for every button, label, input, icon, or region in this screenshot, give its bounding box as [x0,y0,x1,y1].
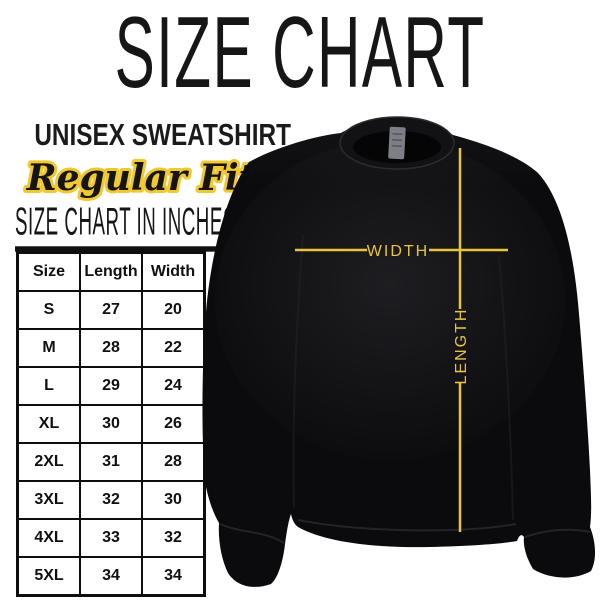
right-sleeve-seam [498,254,514,521]
table-cell: 22 [141,328,206,368]
size-table-body: S 27 20 M 28 22 L 29 24 XL 30 26 2XL 31 28 3XL 32 30 4XL 33… [16,290,206,597]
table-cell: 26 [141,404,206,444]
shoulder-highlight [249,122,538,230]
table-cell: M [16,328,81,368]
table-cell: 27 [79,290,143,330]
fit-style-label: Regular Fit [23,154,259,202]
table-header-cell: Width [141,251,206,292]
table-cell: 28 [79,328,143,368]
left-cuff-seam [219,523,285,544]
table-row: M 28 22 [16,328,206,368]
table-header-cell: Length [79,251,143,292]
table-row: 2XL 31 28 [16,442,206,482]
width-label: WIDTH [367,243,429,260]
page-title: SIZE CHART [114,0,486,110]
right-cuff-seam [524,528,591,538]
table-row: 5XL 34 34 [16,556,206,597]
table-cell: 20 [141,290,206,330]
table-header-row: Size Length Width [16,251,206,292]
table-cell: 29 [79,366,143,406]
table-cell: 3XL [16,480,81,520]
table-cell: 28 [141,442,206,482]
neck-tag [388,126,406,160]
table-cell: 32 [141,518,206,558]
size-table-head: Size Length Width [16,251,206,292]
table-cell: 32 [79,480,143,520]
table-row: 4XL 33 32 [16,518,206,558]
table-cell: 33 [79,518,143,558]
table-cell: S [16,290,81,330]
waistband-seam [297,519,517,532]
table-cell: 31 [79,442,143,482]
table-cell: XL [16,404,81,444]
table-cell: 5XL [16,556,81,597]
length-label: LENGTH [453,308,470,385]
fit-style-text: Regular Fit [26,157,256,199]
table-row: XL 30 26 [16,404,206,444]
table-cell: 34 [79,556,143,597]
table-cell: 4XL [16,518,81,558]
table-row: S 27 20 [16,290,206,330]
table-cell: L [16,366,81,406]
table-header-cell: Size [16,251,81,292]
table-cell: 30 [141,480,206,520]
table-cell: 2XL [16,442,81,482]
section-heading: SIZE CHART IN INCHES [15,201,236,252]
left-sleeve-seam [292,234,304,509]
table-cell: 30 [79,404,143,444]
table-row: 3XL 32 30 [16,480,206,520]
table-cell: 34 [141,556,206,597]
size-table: Size Length Width S 27 20 M 28 22 L 29 24 XL 30 26 2XL… [16,251,206,597]
